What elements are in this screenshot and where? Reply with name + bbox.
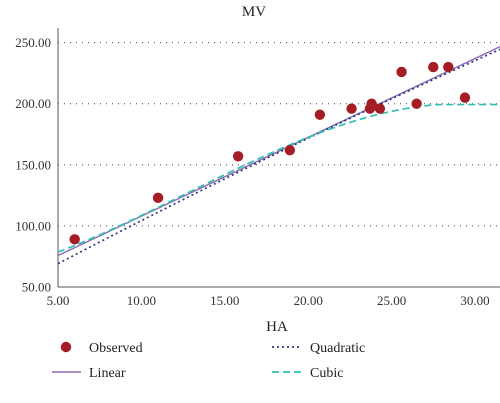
observed-point	[459, 92, 471, 103]
legend: Observed Quadratic Linear Cubic	[52, 341, 365, 381]
x-tick-label: 20.00	[294, 293, 323, 308]
observed-point	[411, 98, 422, 109]
observed-point	[232, 151, 244, 162]
observed-points	[69, 61, 471, 245]
axes	[57, 28, 500, 288]
x-tick-label: 30.00	[460, 293, 489, 308]
fit-line-cubic	[57, 103, 500, 253]
x-tick-label: 15.00	[210, 293, 239, 308]
observed-point	[366, 98, 377, 109]
legend-label-observed: Observed	[89, 341, 143, 356]
observed-point	[346, 103, 357, 114]
observed-point	[314, 109, 326, 120]
x-tick-label: 25.00	[377, 293, 406, 308]
chart-title: MV	[242, 4, 266, 20]
tick-labels: 50.00 100.00 150.00 200.00 250.00 5.00 10.00 15…	[15, 35, 489, 308]
observed-point	[284, 144, 296, 156]
legend-swatch-observed	[60, 341, 72, 353]
observed-point	[152, 192, 164, 204]
y-tick-label: 250.00	[15, 35, 51, 50]
legend-label-cubic: Cubic	[310, 366, 343, 381]
legend-label-quadratic: Quadratic	[310, 341, 365, 356]
x-tick-label: 5.00	[47, 293, 70, 308]
legend-label-linear: Linear	[89, 366, 126, 381]
y-tick-label: 200.00	[15, 96, 51, 111]
observed-point	[428, 61, 439, 73]
y-tick-label: 50.00	[22, 280, 51, 295]
observed-point	[69, 234, 80, 245]
observed-point	[374, 103, 386, 114]
y-tick-label: 100.00	[15, 218, 51, 233]
observed-point	[443, 61, 454, 73]
observed-point	[396, 66, 407, 78]
fit-line-quadratic	[57, 48, 500, 265]
x-axis-label: HA	[266, 319, 288, 335]
x-tick-label: 10.00	[127, 293, 156, 308]
fit-lines	[57, 46, 500, 265]
y-tick-label: 150.00	[15, 157, 51, 172]
